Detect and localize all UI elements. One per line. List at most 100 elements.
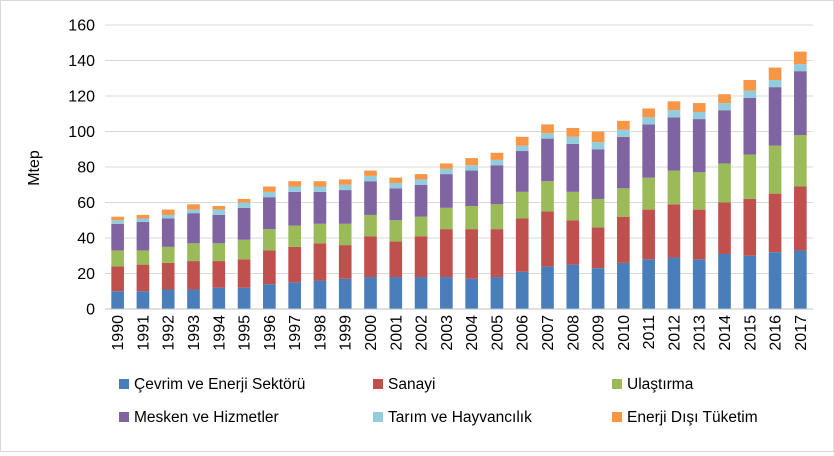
bar-segment xyxy=(338,223,352,246)
bar-segment xyxy=(263,186,276,192)
bar-segment xyxy=(161,214,175,219)
bar-segment xyxy=(414,277,428,309)
bar-segment xyxy=(338,184,352,191)
bar-segment xyxy=(414,179,428,185)
bar-segment xyxy=(136,250,150,265)
bar-segment xyxy=(313,181,327,187)
bar-segment xyxy=(313,223,327,244)
bar-segment xyxy=(515,218,529,272)
bar-segment xyxy=(667,110,681,118)
bar-segment xyxy=(111,220,124,224)
bar-segment xyxy=(111,291,124,309)
x-tick-label: 2004 xyxy=(464,315,481,351)
bar-segment xyxy=(465,170,478,207)
bar-segment xyxy=(490,229,504,278)
x-tick-label: 2016 xyxy=(768,315,785,351)
bar-segment xyxy=(440,163,453,169)
y-tick-label: 100 xyxy=(68,124,95,141)
y-tick-label: 80 xyxy=(77,160,95,177)
bar-segment xyxy=(288,191,301,226)
bar-segment xyxy=(566,136,580,144)
bar-segment xyxy=(237,198,251,203)
bar-segment xyxy=(111,250,124,267)
y-tick-label: 120 xyxy=(68,89,95,106)
x-tick-label: 2002 xyxy=(414,315,431,351)
bar-segment xyxy=(794,64,807,72)
bar-segment xyxy=(515,151,529,192)
bar-segment xyxy=(389,277,403,309)
bar-segment xyxy=(364,175,377,182)
bar-segment xyxy=(465,165,478,171)
bar-segment xyxy=(566,264,580,309)
bar-segment xyxy=(794,250,807,309)
bar-segment xyxy=(667,117,681,171)
bar-segment xyxy=(642,209,655,260)
bar-segment xyxy=(465,278,478,309)
bar-segment xyxy=(591,198,605,228)
bar-segment xyxy=(111,216,124,221)
bar-segment xyxy=(288,282,301,309)
y-axis-title: Mtep xyxy=(26,150,43,186)
bar-segment xyxy=(490,159,504,166)
legend-label: Tarım ve Hayvancılık xyxy=(388,409,532,426)
legend-label: Enerji Dışı Tüketim xyxy=(627,409,758,426)
legend-swatch xyxy=(119,379,129,389)
bar-segment xyxy=(566,143,580,192)
bar-segment xyxy=(541,181,554,212)
bar-segment xyxy=(313,243,327,281)
x-tick-label: 1999 xyxy=(338,315,355,351)
axes: 0 20 40 60 80 100 120 140 160 1990 1991 1992 1993 199… xyxy=(68,18,813,351)
bar-segment xyxy=(187,289,200,309)
bar-segment xyxy=(743,255,757,309)
x-tick-label: 2014 xyxy=(717,315,734,351)
legend-label: Çevrim ve Enerji Sektörü xyxy=(134,376,305,393)
legend-swatch xyxy=(373,412,383,422)
bar-segment xyxy=(667,257,681,309)
bar-segment xyxy=(187,243,200,262)
bar-segment xyxy=(237,259,251,288)
bar-segment xyxy=(743,198,757,256)
bar-segment xyxy=(161,246,175,263)
bar-segment xyxy=(541,133,554,139)
bar-segment xyxy=(541,138,554,182)
bar-segment xyxy=(111,223,124,251)
legend-swatch xyxy=(119,412,129,422)
bar-segment xyxy=(237,287,251,309)
bar-segment xyxy=(364,214,377,237)
bar-segment xyxy=(768,87,782,146)
bar-segment xyxy=(642,108,655,118)
bar-segment xyxy=(617,136,630,189)
bar-segment xyxy=(794,135,807,187)
bar-segment xyxy=(263,229,276,251)
x-tick-label: 2011 xyxy=(641,315,658,350)
gridlines xyxy=(105,24,813,310)
bar-segment xyxy=(692,259,706,309)
bar-segment xyxy=(642,177,655,210)
bar-segment xyxy=(692,103,706,112)
bar-segment xyxy=(263,250,276,285)
bar-segment xyxy=(794,51,807,65)
bar-segment xyxy=(642,117,655,125)
bar-segment xyxy=(743,97,757,155)
bar-segment xyxy=(187,204,200,210)
y-tick-label: 20 xyxy=(77,266,95,283)
x-tick-label: 2003 xyxy=(439,315,456,351)
y-tick-label: 40 xyxy=(77,231,95,248)
bar-segment xyxy=(212,261,226,288)
bar-segment xyxy=(768,67,782,81)
bar-segment xyxy=(338,245,352,279)
x-tick-label: 2010 xyxy=(616,315,633,351)
bar-segment xyxy=(440,277,453,309)
bar-segment xyxy=(389,241,403,278)
bar-segment xyxy=(490,152,504,160)
bar-segment xyxy=(161,289,175,309)
bar-segment xyxy=(136,291,150,309)
bar-segment xyxy=(440,174,453,208)
bar-segment xyxy=(187,209,200,214)
bar-segment xyxy=(591,268,605,309)
bar-segment xyxy=(364,277,377,309)
bar-segment xyxy=(161,209,175,215)
x-tick-label: 2000 xyxy=(363,315,380,351)
bar-segment xyxy=(414,216,428,237)
